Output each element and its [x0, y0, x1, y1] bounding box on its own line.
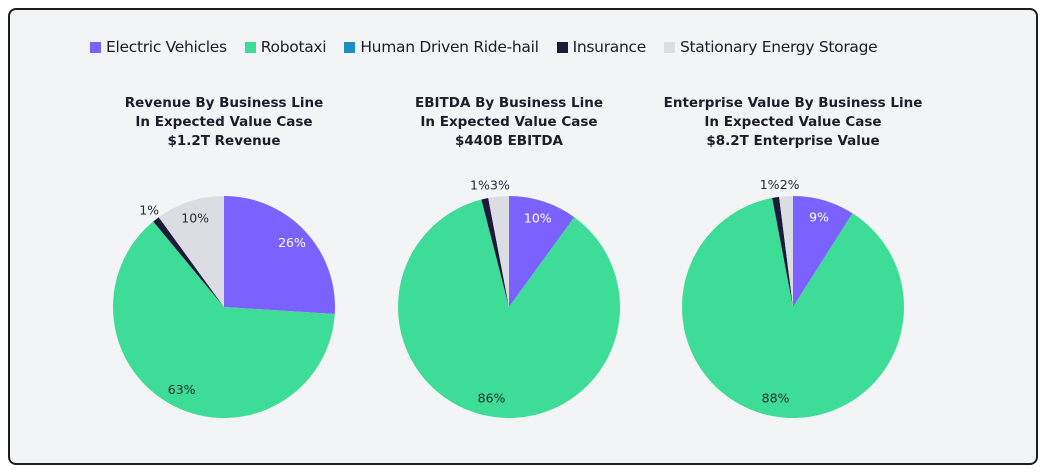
legend-label: Insurance [572, 38, 647, 56]
legend-swatch [244, 41, 256, 53]
title-line: In Expected Value Case [135, 114, 313, 130]
legend-item-human-driven-ride-hail: Human Driven Ride-hail [344, 38, 539, 56]
title-line: EBITDA By Business Line [415, 95, 603, 111]
legend-item-insurance: Insurance [556, 38, 647, 56]
pie-slice-electric-vehicles [509, 196, 575, 307]
data-label-electric-vehicles: 10% [524, 210, 552, 225]
legend-swatch [90, 41, 101, 53]
data-label-insurance: 1% [139, 203, 159, 218]
pie-slice-insurance [153, 217, 224, 307]
title-line: In Expected Value Case [420, 114, 598, 130]
legend-label: Stationary Energy Storage [679, 38, 878, 56]
legend-item-stationary-energy-storage: Stationary Energy Storage [663, 38, 878, 56]
chart-title-enterprise-value: Enterprise Value By Business Line In Exp… [663, 94, 923, 151]
pie-slice-robotaxi [682, 197, 904, 419]
data-label-stationary-energy-storage: 10% [181, 210, 209, 225]
pie-slice-robotaxi [398, 199, 621, 419]
title-line: $440B EBITDA [455, 133, 563, 149]
legend-label: Electric Vehicles [106, 38, 227, 56]
title-line: Revenue By Business Line [124, 95, 324, 111]
title-line: In Expected Value Case [704, 114, 882, 130]
data-label-insurance: 1% [760, 177, 780, 192]
pie-slice-electric-vehicles [793, 196, 853, 307]
data-label-electric-vehicles: 26% [278, 235, 306, 250]
legend-label: Robotaxi [260, 38, 327, 56]
pie-slice-stationary-energy-storage [488, 196, 509, 307]
legend-item-robotaxi: Robotaxi [244, 38, 327, 56]
legend-swatch [344, 41, 356, 53]
legend: Electric Vehicles Robotaxi Human Driven … [90, 38, 878, 56]
pie-slice-insurance [481, 197, 509, 307]
legend-label: Human Driven Ride-hail [360, 38, 539, 56]
data-label-robotaxi: 63% [168, 382, 196, 397]
legend-swatch [556, 41, 568, 53]
legend-swatch [663, 41, 675, 53]
title-line: $8.2T Enterprise Value [706, 133, 880, 149]
data-label-electric-vehicles: 9% [809, 209, 829, 224]
title-line: Enterprise Value By Business Line [663, 95, 923, 111]
chart-title-ebitda: EBITDA By Business Line In Expected Valu… [379, 94, 639, 151]
data-label-stationary-energy-storage: 2% [780, 177, 800, 192]
legend-item-electric-vehicles: Electric Vehicles [90, 38, 227, 56]
pie-slice-stationary-energy-storage [779, 196, 793, 307]
pie-slice-stationary-energy-storage [158, 196, 224, 307]
pie-slice-robotaxi [112, 221, 335, 418]
data-label-stationary-energy-storage: 3% [490, 177, 510, 192]
data-label-insurance: 1% [470, 177, 490, 192]
pie-slice-insurance [772, 196, 793, 307]
data-label-robotaxi: 86% [478, 391, 506, 406]
pie-slice-electric-vehicles [224, 196, 335, 314]
data-label-robotaxi: 88% [762, 391, 790, 406]
chart-title-revenue: Revenue By Business Line In Expected Val… [94, 94, 354, 151]
title-line: $1.2T Revenue [167, 133, 281, 149]
